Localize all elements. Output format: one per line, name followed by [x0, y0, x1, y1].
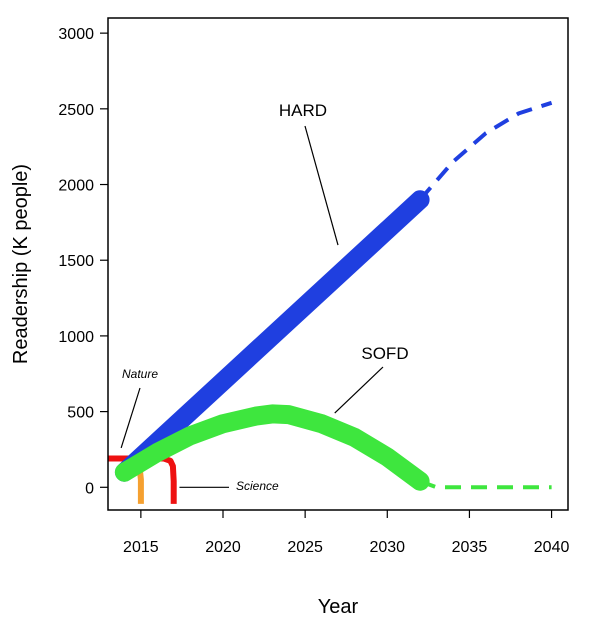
y-tick-label-1000: 1000	[58, 329, 94, 346]
hard-label: HARD	[279, 101, 327, 120]
series-layer	[108, 100, 553, 504]
y-tick-label-3000: 3000	[58, 26, 94, 43]
plot-frame	[107, 17, 569, 511]
x-tick-label-2030: 2030	[369, 539, 405, 556]
sofd-label: SOFD	[361, 344, 408, 363]
y-axis: 0 500 1000 1500 2000 2500 3000	[58, 26, 108, 497]
sofd-leader-line	[334, 366, 384, 414]
y-tick-label-1500: 1500	[58, 253, 94, 270]
hard-projection-line	[418, 100, 553, 202]
y-tick-label-2500: 2500	[58, 102, 94, 119]
x-tick-label-2015: 2015	[123, 539, 159, 556]
hard-observed-line	[114, 190, 430, 482]
annotation-layer: HARD SOFD Nature Science	[120, 101, 409, 493]
x-tick-label-2020: 2020	[205, 539, 241, 556]
sofd-projection-line	[419, 479, 552, 490]
x-tick-label-2035: 2035	[452, 539, 488, 556]
nature-label: Nature	[122, 367, 158, 381]
y-tick-label-0: 0	[85, 480, 94, 497]
y-axis-title: Readership (K people)	[10, 164, 32, 364]
x-tick-label-2040: 2040	[534, 539, 570, 556]
sofd-observed-line	[114, 404, 430, 491]
hard-leader-line	[304, 125, 339, 246]
y-tick-label-500: 500	[67, 405, 94, 422]
science-label: Science	[236, 479, 279, 493]
nature-leader-line	[120, 387, 141, 449]
y-tick-label-2000: 2000	[58, 178, 94, 195]
x-axis-title: Year	[318, 596, 359, 618]
x-axis: 2015 2020 2025 2030 2035 2040	[123, 510, 569, 556]
x-tick-label-2025: 2025	[287, 539, 323, 556]
